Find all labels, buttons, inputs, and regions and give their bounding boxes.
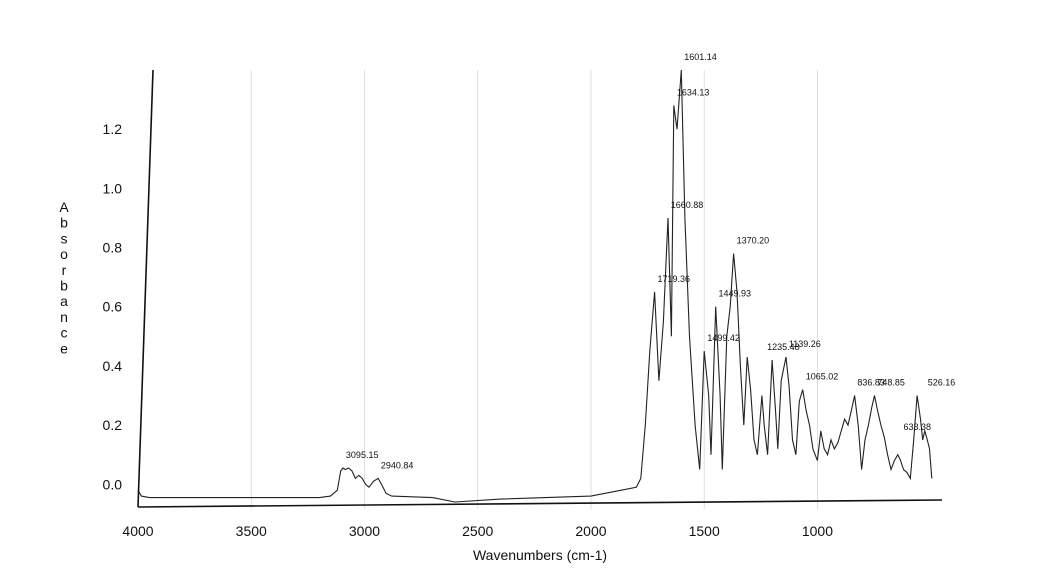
y-axis-title-letter: r [62, 262, 67, 278]
peak-label: 1719.36 [658, 274, 691, 284]
peak-label: 3095.15 [346, 450, 379, 460]
y-tick-label: 0.0 [103, 476, 123, 492]
y-tick-label: 1.2 [103, 121, 123, 137]
y-axis-title-letter: a [60, 293, 68, 309]
y-tick-label: 0.6 [103, 299, 123, 315]
peak-labels: 1601.14 1634.13 1660.88 1719.36 1449.93 1499.… [346, 52, 955, 470]
peak-label: 1601.14 [684, 52, 717, 62]
y-axis-title-letter: n [60, 309, 68, 325]
y-tick-label: 0.8 [103, 240, 123, 256]
x-tick-label: 3500 [236, 523, 267, 539]
spectrum-plot-area [137, 69, 933, 503]
y-axis-title-letter: c [61, 325, 68, 341]
x-tick-label: 3000 [349, 523, 380, 539]
peak-label: 1370.20 [737, 235, 770, 245]
x-tick-label: 2000 [575, 523, 606, 539]
y-axis-title-letter: b [60, 215, 68, 231]
y-axis-title-letter: o [60, 246, 68, 262]
peak-label: 1139.26 [789, 339, 821, 349]
x-tick-label: 2500 [462, 523, 493, 539]
y-axis-line [137, 69, 154, 508]
peak-label: 1235.48 [767, 342, 800, 352]
peak-label: 2940.84 [381, 460, 414, 470]
y-axis-title-letter: s [61, 230, 68, 246]
peak-label: 526.16 [928, 378, 956, 388]
y-tick-label: 1.0 [103, 180, 123, 196]
x-tick-label: 1500 [689, 523, 720, 539]
y-axis-title-letter: b [60, 278, 68, 294]
x-axis-title: Wavenumbers (cm-1) [473, 547, 607, 563]
spectrum-line [137, 69, 933, 503]
peak-label: 836.83 [857, 378, 885, 388]
peak-label: 1634.13 [677, 88, 710, 98]
peak-label: 1660.88 [671, 200, 704, 210]
y-axis-title-letter: e [60, 340, 68, 356]
y-tick-label: 0.4 [103, 358, 123, 374]
x-axis-line [137, 499, 943, 508]
x-tick-label: 1000 [802, 523, 833, 539]
y-axis-title-letter: A [59, 199, 69, 215]
peak-label: 1065.02 [806, 372, 839, 382]
peak-label: 1449.93 [719, 289, 752, 299]
peak-label: 1499.42 [707, 333, 740, 343]
peak-label: 633.38 [903, 422, 931, 432]
peak-label: 748.85 [877, 378, 905, 388]
axes: 4000 3500 3000 2500 2000 1500 1000 0.0 0.2 0.4 0.6… [103, 69, 943, 539]
gridlines [250, 70, 818, 509]
y-tick-label: 0.2 [103, 417, 123, 433]
x-tick-label: 4000 [122, 523, 153, 539]
